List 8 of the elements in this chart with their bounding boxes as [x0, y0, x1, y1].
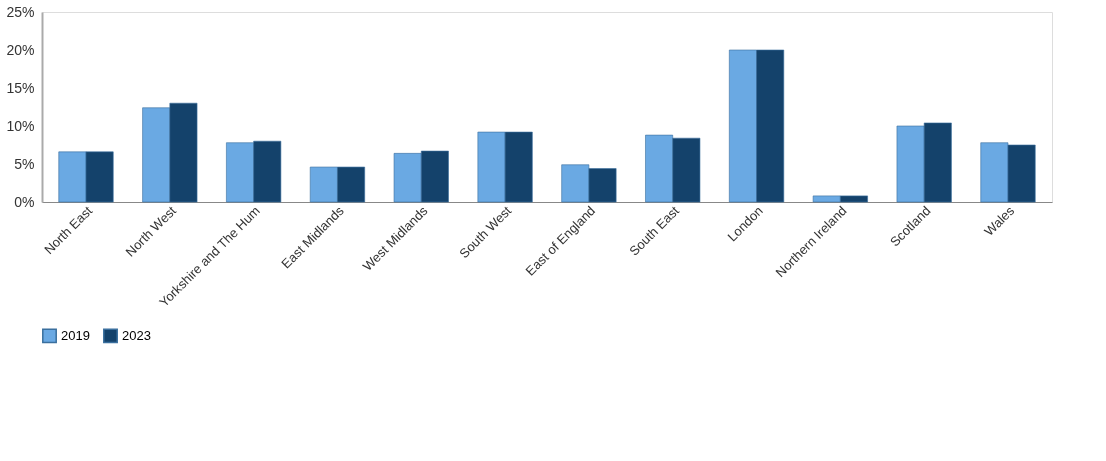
- y-tick-label: 15%: [6, 79, 35, 96]
- y-tick-label: 0%: [14, 193, 35, 210]
- legend-label: 2019: [61, 327, 90, 343]
- y-tick-label: 20%: [6, 41, 35, 58]
- y-tick-label: 25%: [6, 3, 35, 20]
- y-tick-label: 5%: [14, 155, 35, 172]
- y-tick-label: 10%: [6, 117, 35, 134]
- legend-label: 2023: [122, 327, 151, 343]
